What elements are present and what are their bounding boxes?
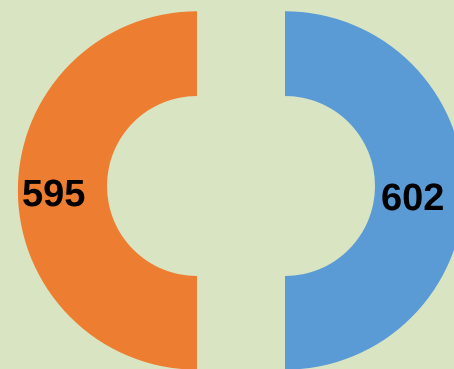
data-label-595: 595	[22, 175, 85, 213]
data-label-602: 602	[381, 179, 444, 217]
